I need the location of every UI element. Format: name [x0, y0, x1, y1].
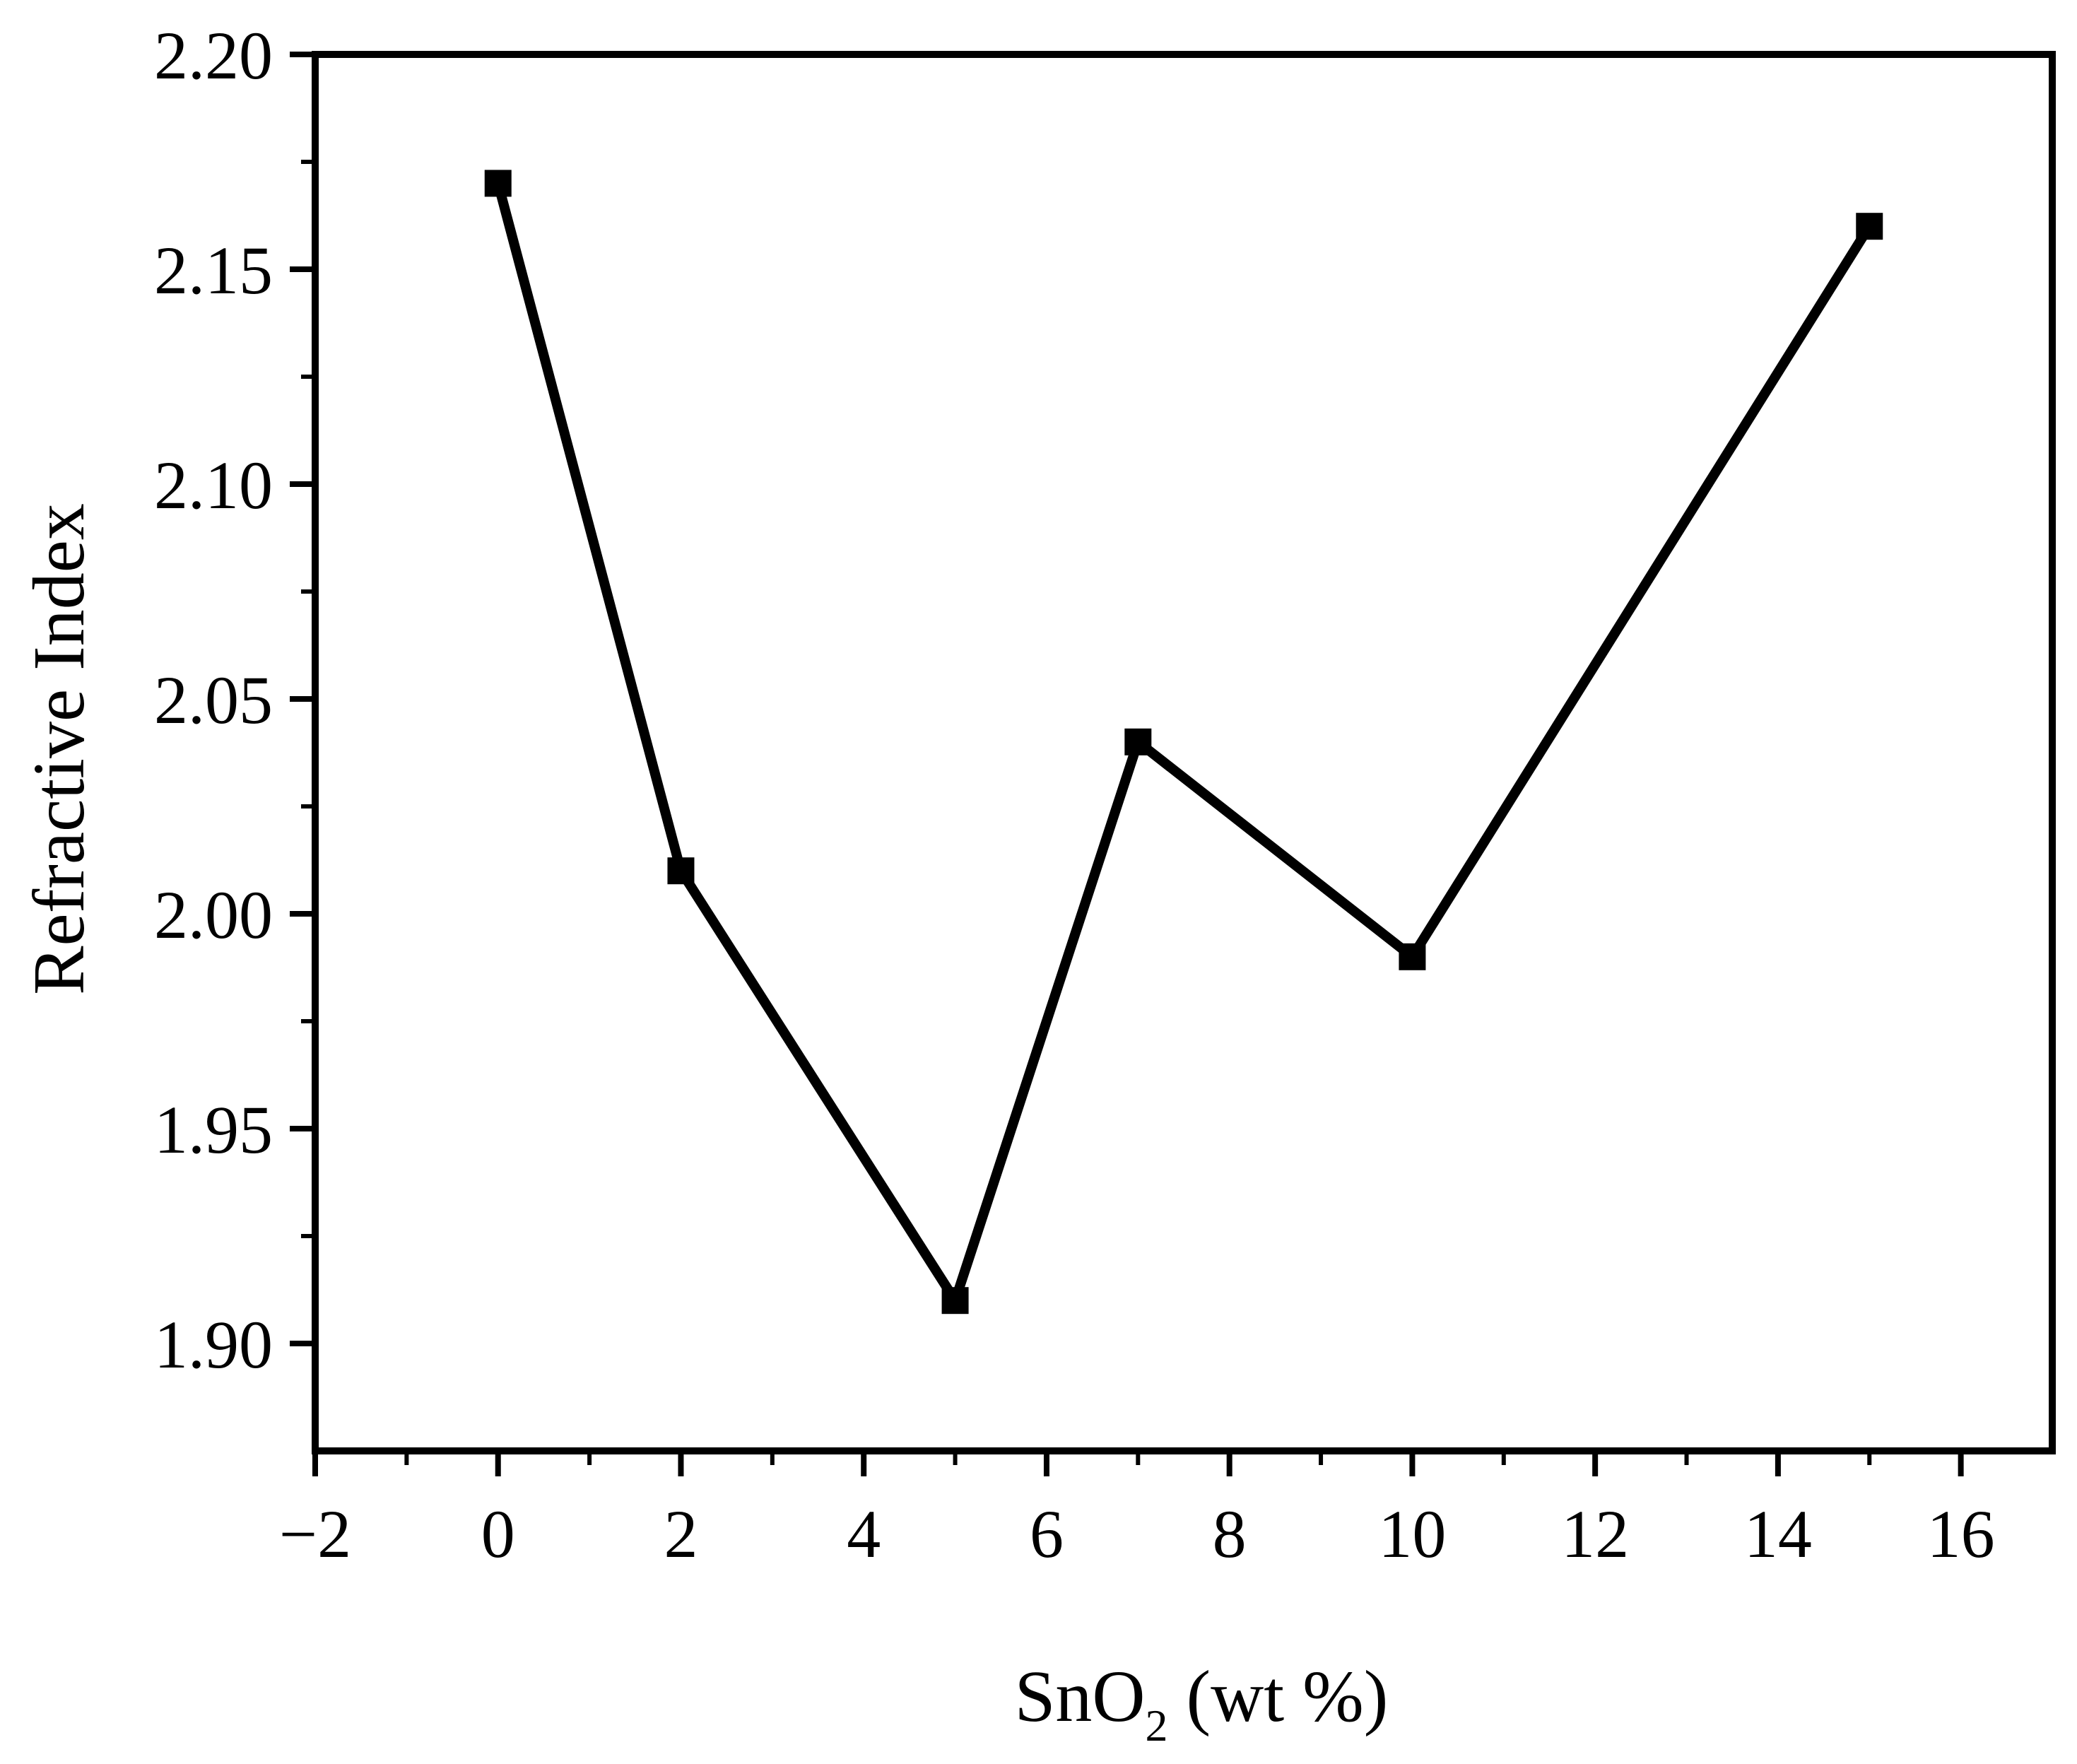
x-axis-title-subscript: 2 [1146, 1700, 1168, 1751]
y-tick-label: 2.05 [154, 662, 273, 738]
series-layer [484, 170, 1883, 1315]
y-axis-title: Refractive Index [18, 503, 100, 995]
x-tick-label: 14 [1744, 1496, 1812, 1572]
y-tick-label: 1.95 [154, 1092, 273, 1168]
y-tick-label: 2.10 [154, 447, 273, 523]
x-tick-label: 4 [847, 1496, 881, 1572]
data-point-marker [1856, 213, 1883, 240]
data-point-marker [484, 170, 512, 197]
x-tick-label: 0 [481, 1496, 515, 1572]
y-tick-label: 2.00 [154, 877, 273, 953]
x-axis-title-rest: (wt %) [1168, 1656, 1389, 1737]
y-axis-ticks: 1.90 1.95 2.00 2.05 2.10 2.15 2.20 [154, 18, 315, 1382]
data-point-marker [667, 857, 695, 885]
x-tick-label: −2 [279, 1496, 351, 1572]
x-tick-label: 8 [1213, 1496, 1247, 1572]
data-point-marker [1399, 943, 1426, 970]
x-tick-label: 2 [664, 1496, 698, 1572]
x-tick-label: 10 [1378, 1496, 1446, 1572]
data-point-marker [941, 1287, 969, 1315]
x-tick-label: 12 [1561, 1496, 1629, 1572]
x-axis-ticks: −2 0 2 4 6 8 10 12 14 16 [279, 1451, 1995, 1572]
x-axis-title: SnO2 (wt %) [1015, 1656, 1389, 1751]
plot-frame [312, 51, 2056, 1454]
y-tick-label: 2.20 [154, 18, 273, 93]
x-tick-label: 16 [1927, 1496, 1995, 1572]
series-line [493, 182, 1874, 1312]
x-axis-title-main: SnO [1015, 1656, 1146, 1737]
y-tick-label: 2.15 [154, 233, 273, 308]
x-tick-label: 6 [1030, 1496, 1064, 1572]
data-point-marker [1124, 728, 1152, 755]
y-tick-label: 1.90 [154, 1307, 273, 1382]
